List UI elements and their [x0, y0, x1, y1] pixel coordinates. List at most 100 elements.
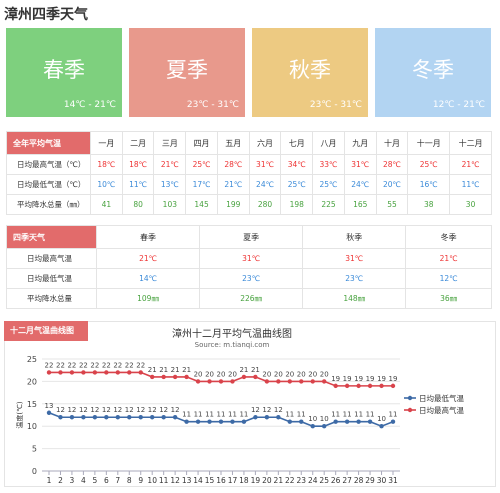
- table-cell: 148㎜: [302, 288, 407, 309]
- data-label: 22: [102, 361, 111, 369]
- table-row: 平均降水总量 109㎜ 226㎜ 148㎜ 36㎜: [6, 288, 492, 309]
- page-title: 漳州四季天气: [4, 7, 88, 23]
- data-label: 20: [228, 370, 237, 378]
- data-label: 21: [171, 366, 180, 374]
- table-cell: 199: [216, 194, 250, 215]
- data-point: [379, 424, 384, 429]
- data-point: [46, 410, 52, 415]
- data-label: 21: [148, 366, 157, 374]
- data-point: [184, 374, 189, 380]
- legend-entry: 日均最高气温: [419, 405, 464, 415]
- data-label: 20: [297, 370, 306, 378]
- data-point: [92, 415, 98, 420]
- data-label: 20: [205, 370, 214, 378]
- data-label: 11: [343, 411, 352, 419]
- legend-swatch-marker: [407, 395, 413, 401]
- data-point: [184, 419, 189, 424]
- data-point: [241, 419, 247, 424]
- data-point: [207, 419, 212, 424]
- season-card[interactable]: 夏季 23℃ - 31℃: [129, 28, 245, 117]
- data-point: [356, 419, 361, 424]
- data-label: 11: [205, 411, 214, 419]
- data-point: [379, 383, 384, 389]
- data-point: [195, 419, 201, 424]
- data-label: 20: [194, 370, 203, 378]
- x-tick-label: 13: [182, 476, 192, 485]
- data-point: [81, 415, 86, 420]
- table-cell: 30: [449, 194, 492, 215]
- month-header: 十一月: [407, 131, 451, 155]
- data-point: [58, 415, 63, 420]
- data-label: 12: [171, 406, 180, 414]
- x-tick-label: 15: [205, 476, 215, 485]
- data-point: [276, 415, 281, 420]
- y-tick-label: 25: [27, 355, 37, 364]
- data-label: 11: [354, 411, 363, 419]
- season-temperature-range: 14℃ - 21℃: [63, 100, 116, 110]
- data-label: 11: [194, 411, 203, 419]
- season-card[interactable]: 冬季 12℃ - 21℃: [375, 28, 491, 117]
- x-tick-label: 30: [377, 476, 387, 485]
- data-point: [161, 374, 166, 380]
- table-row: 日均最高气温（℃） 18℃ 18℃ 21℃ 25℃ 28℃ 31℃ 34℃ 33℃ 31℃ 28℃ 2…: [6, 154, 492, 175]
- data-label: 12: [113, 406, 122, 414]
- data-point: [172, 415, 178, 420]
- data-label: 12: [262, 406, 271, 414]
- season-temperature-range: 23℃ - 31℃: [186, 100, 239, 110]
- legend-swatch-marker: [407, 407, 413, 413]
- annual-table: 全年平均气温 一月 二月 三月 四月 五月 六月 七月 八月 九月 十月 十一月…: [6, 131, 492, 215]
- season-name: 冬季: [412, 58, 454, 82]
- x-tick-label: 6: [104, 476, 109, 485]
- row-label: 平均降水总量（㎜）: [6, 194, 91, 215]
- season-card[interactable]: 春季 14℃ - 21℃: [6, 28, 122, 117]
- data-point: [253, 415, 258, 420]
- data-point: [253, 374, 258, 380]
- data-label: 22: [90, 361, 99, 369]
- data-label: 19: [343, 375, 352, 383]
- data-point: [115, 415, 121, 420]
- table-row: 平均降水总量（㎜） 41 80 103 145 199 280 198 225 165 55 38 30: [6, 194, 492, 215]
- season-temperature-range: 23℃ - 31℃: [309, 100, 362, 110]
- data-label: 12: [90, 406, 99, 414]
- data-point: [115, 370, 121, 375]
- data-point: [69, 415, 75, 420]
- data-label: 22: [136, 361, 145, 369]
- data-label: 19: [377, 375, 386, 383]
- data-point: [344, 419, 350, 424]
- x-tick-label: 29: [365, 476, 375, 485]
- x-tick-label: 4: [81, 476, 86, 485]
- data-point: [46, 370, 52, 375]
- season-card[interactable]: 秋季 23℃ - 31℃: [252, 28, 368, 117]
- x-tick-label: 9: [138, 476, 143, 485]
- data-label: 12: [56, 406, 65, 414]
- seasonal-table-header: 四季天气: [6, 225, 97, 249]
- data-point: [264, 415, 270, 420]
- data-label: 20: [308, 370, 317, 378]
- data-point: [276, 379, 281, 384]
- legend-entry: 日均最低气温: [419, 393, 464, 403]
- annual-table-header: 全年平均气温: [6, 131, 91, 155]
- y-tick-label: 20: [27, 377, 37, 386]
- data-label: 12: [159, 406, 168, 414]
- data-label: 11: [239, 411, 248, 419]
- data-label: 22: [56, 361, 65, 369]
- data-point: [81, 370, 86, 375]
- data-label: 21: [159, 366, 168, 374]
- row-label: 平均降水总量: [6, 288, 97, 309]
- y-axis-label: 温度(℃): [15, 401, 24, 429]
- y-tick-label: 0: [32, 467, 37, 476]
- table-row: 日均最低气温（℃） 10℃ 11℃ 13℃ 17℃ 21℃ 24℃ 25℃ 25℃ 24℃ 20℃ 1…: [6, 174, 492, 195]
- data-label: 21: [251, 366, 260, 374]
- data-label: 12: [274, 406, 283, 414]
- data-label: 12: [102, 406, 111, 414]
- chart-section-header: 十二月气温曲线图: [4, 321, 88, 341]
- seasonal-table: 四季天气 春季 夏季 秋季 冬季 日均最高气温 21℃ 31℃ 31℃ 21℃ 日均最低气…: [6, 225, 492, 309]
- season-name: 秋季: [289, 58, 331, 82]
- season-column-header: 春季: [95, 225, 201, 249]
- data-label: 22: [79, 361, 88, 369]
- data-point: [127, 370, 132, 375]
- table-row: 日均最低气温 14℃ 23℃ 23℃ 12℃: [6, 268, 492, 289]
- x-tick-label: 3: [70, 476, 75, 485]
- data-label: 21: [182, 366, 191, 374]
